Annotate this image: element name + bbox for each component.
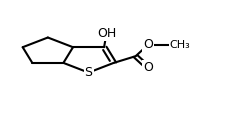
Text: S: S bbox=[84, 66, 92, 79]
Text: CH₃: CH₃ bbox=[169, 40, 190, 50]
Text: O: O bbox=[143, 61, 153, 74]
Text: OH: OH bbox=[96, 27, 115, 40]
Text: O: O bbox=[143, 38, 153, 51]
